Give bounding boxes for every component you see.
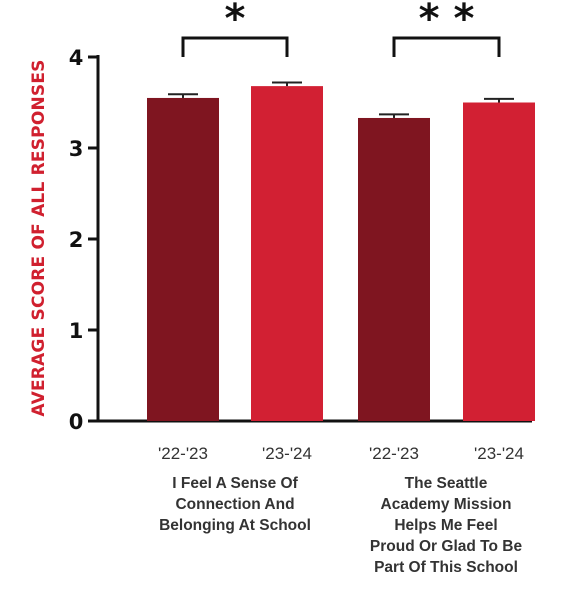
- bar: [251, 86, 323, 422]
- x-tick-label: '22-'23: [158, 444, 208, 463]
- group-label-line: Academy Mission: [381, 496, 512, 513]
- y-tick-label: 2: [69, 228, 84, 252]
- y-tick-label: 3: [69, 137, 84, 161]
- y-tick-label: 0: [69, 410, 84, 434]
- bar: [358, 117, 430, 421]
- significance-marker: *: [225, 0, 246, 42]
- y-tick-label: 1: [69, 319, 84, 343]
- group-label-line: Connection And: [175, 496, 294, 513]
- group-label-line: Proud Or Glad To Be: [370, 538, 523, 555]
- bar: [147, 97, 219, 421]
- group-label-line: The Seattle: [405, 475, 488, 492]
- x-tick-label: '23-'24: [474, 444, 524, 463]
- x-tick-label: '23-'24: [262, 444, 312, 463]
- group-label-line: Belonging At School: [159, 517, 311, 534]
- group-label-line: Helps Me Feel: [394, 517, 497, 534]
- x-tick-label: '22-'23: [369, 444, 419, 463]
- significance-bracket: [181, 36, 289, 57]
- significance-bracket: [392, 36, 501, 57]
- labels: '22-'23 '23-'24 * I Feel A Sense Of Connecti…: [158, 0, 524, 576]
- bars: [147, 81, 535, 422]
- significance-marker: * *: [419, 0, 475, 42]
- y-tick-label: 4: [69, 46, 84, 70]
- group-label-line: I Feel A Sense Of: [172, 475, 298, 492]
- y-axis-label: AVERAGE SCORE OF ALL RESPONSES: [29, 59, 49, 416]
- bar: [463, 102, 535, 421]
- group-label-line: Part Of This School: [374, 559, 518, 576]
